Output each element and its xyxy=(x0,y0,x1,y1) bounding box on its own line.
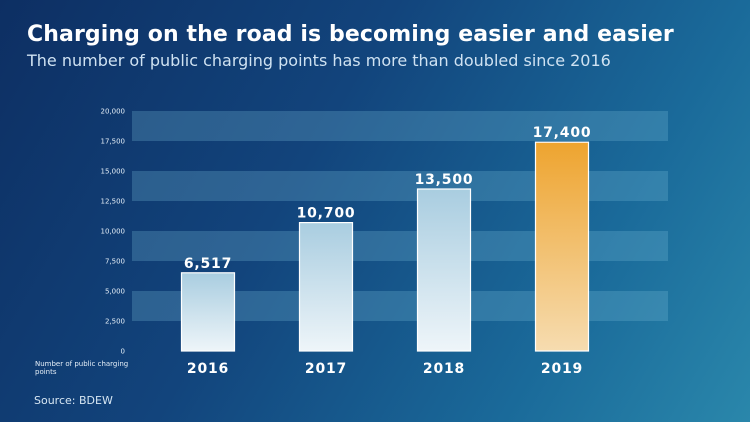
y-tick-label: 0 xyxy=(121,348,125,356)
value-label: 17,400 xyxy=(533,125,592,141)
grid-band xyxy=(132,111,668,141)
y-tick-label: 2,500 xyxy=(105,318,125,326)
source-note: Source: BDEW xyxy=(34,394,113,407)
y-tick-label: 17,500 xyxy=(101,138,126,146)
value-label: 6,517 xyxy=(184,256,232,272)
chart-title: Charging on the road is becoming easier … xyxy=(27,22,674,47)
y-tick-label: 10,000 xyxy=(101,228,126,236)
y-tick-label: 7,500 xyxy=(105,258,125,266)
y-tick-label: 5,000 xyxy=(105,288,125,296)
y-axis-title: Number of public charging points xyxy=(35,360,129,376)
y-tick-label: 12,500 xyxy=(101,198,126,206)
bar-2018 xyxy=(416,188,472,352)
bar-2016 xyxy=(180,272,236,352)
x-tick-label: 2016 xyxy=(187,361,229,377)
bar-2019 xyxy=(534,141,590,352)
x-tick-label: 2018 xyxy=(423,361,465,377)
value-label: 13,500 xyxy=(415,172,474,188)
bar-2017 xyxy=(298,222,354,352)
x-tick-label: 2019 xyxy=(541,361,583,377)
chart-subtitle: The number of public charging points has… xyxy=(27,51,611,70)
y-tick-label: 15,000 xyxy=(101,168,126,176)
value-label: 10,700 xyxy=(297,206,356,222)
x-tick-label: 2017 xyxy=(305,361,347,377)
y-tick-label: 20,000 xyxy=(101,108,126,116)
